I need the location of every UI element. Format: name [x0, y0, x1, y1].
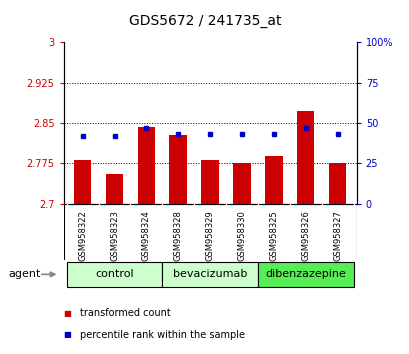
Text: GSM958326: GSM958326	[301, 210, 310, 261]
Bar	[67, 262, 162, 287]
Text: GSM958323: GSM958323	[110, 210, 119, 261]
Bar	[201, 160, 218, 204]
Text: ■: ■	[63, 330, 71, 339]
Text: GSM958327: GSM958327	[332, 210, 341, 261]
Text: transformed count: transformed count	[80, 308, 170, 318]
Text: bevacizumab: bevacizumab	[173, 269, 247, 279]
Bar	[328, 163, 346, 204]
Text: agent: agent	[8, 269, 40, 279]
Bar	[137, 127, 155, 204]
Text: ■: ■	[63, 309, 71, 318]
Bar	[257, 262, 353, 287]
Bar	[296, 111, 314, 204]
Bar	[265, 156, 282, 204]
Text: GSM958322: GSM958322	[78, 210, 87, 261]
Text: GSM958325: GSM958325	[269, 210, 278, 261]
Text: GSM958324: GSM958324	[142, 210, 151, 261]
Bar	[74, 160, 91, 204]
Bar	[233, 163, 250, 204]
Text: GDS5672 / 241735_at: GDS5672 / 241735_at	[128, 14, 281, 28]
Text: GSM958330: GSM958330	[237, 210, 246, 261]
Text: percentile rank within the sample: percentile rank within the sample	[80, 330, 244, 339]
Bar	[169, 135, 187, 204]
Bar	[106, 174, 123, 204]
Text: dibenzazepine: dibenzazepine	[265, 269, 345, 279]
Text: GSM958329: GSM958329	[205, 210, 214, 261]
Text: control: control	[95, 269, 133, 279]
Bar	[162, 262, 257, 287]
Text: GSM958328: GSM958328	[173, 210, 182, 261]
